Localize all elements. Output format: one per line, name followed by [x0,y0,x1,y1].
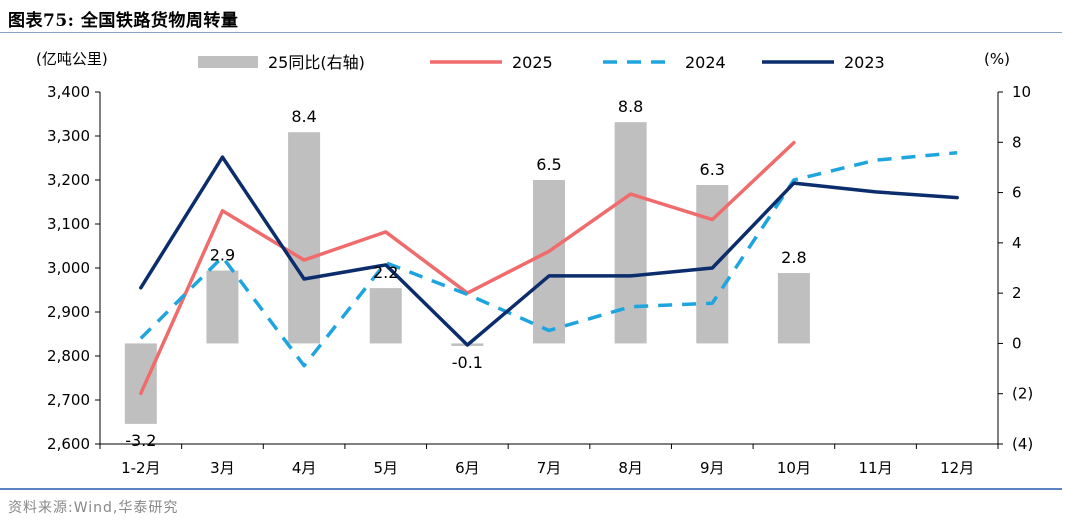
bar-value-label: 8.8 [618,97,643,116]
left-axis-unit: (亿吨公里) [36,50,108,68]
yoy-bar [369,288,402,344]
right-tick-label: 10 [1012,83,1031,101]
x-tick-label: 4月 [292,459,317,477]
legend-swatch-bar [198,56,258,68]
legend-label-2023: 2023 [844,53,885,72]
yoy-bar [533,180,565,344]
left-tick-label: 3,100 [47,215,90,233]
yoy-bar [288,132,321,344]
series-line-2023 [139,155,959,347]
right-tick-label: 4 [1012,234,1022,252]
legend-label-bar: 25同比(右轴) [268,53,365,72]
x-tick-label: 9月 [700,459,725,477]
bar-value-label: 2.8 [781,248,806,267]
x-tick-label: 3月 [210,459,235,477]
chart-title: 图表75: 全国铁路货物周转量 [8,11,239,31]
left-tick-label: 3,000 [47,259,90,277]
series-line-2024 [139,150,958,368]
x-tick-label: 11月 [858,459,892,477]
left-tick-label: 2,600 [47,435,90,453]
legend-label-2024: 2024 [685,53,726,72]
x-tick-label: 7月 [537,459,562,477]
footer-divider [0,488,1062,490]
legend-label-2025: 2025 [512,53,553,72]
left-tick-label: 2,900 [47,303,90,321]
bar-value-label: 6.5 [536,155,561,174]
yoy-bar [777,273,810,344]
left-tick-label: 2,800 [47,347,90,365]
right-tick-label: 0 [1012,334,1022,352]
bar-value-label: 6.3 [700,160,725,179]
x-tick-label: 1-2月 [121,459,161,477]
header-divider [0,32,1062,33]
x-tick-label: 6月 [455,459,480,477]
right-axis-unit: (%) [984,50,1010,68]
right-tick-label: 2 [1012,284,1022,302]
yoy-bar [124,343,157,424]
bar-value-label: 2.9 [210,246,235,265]
bar-value-label: -0.1 [452,353,483,372]
bar-value-label: 2.2 [373,263,398,282]
left-tick-label: 3,200 [47,171,90,189]
right-tick-label: (2) [1012,385,1033,403]
right-tick-label: 8 [1012,133,1022,151]
source-note: 资料来源:Wind,华泰研究 [8,500,179,516]
left-tick-label: 2,700 [47,391,90,409]
right-tick-label: 6 [1012,184,1022,202]
x-tick-label: 10月 [777,459,811,477]
bar-value-label: -3.2 [125,431,156,450]
bar-value-label: 8.4 [291,107,316,126]
x-tick-label: 8月 [618,459,643,477]
left-tick-label: 3,300 [47,127,90,145]
x-tick-label: 5月 [373,459,398,477]
x-tick-label: 12月 [940,459,974,477]
right-tick-label: (4) [1012,435,1033,453]
yoy-bar [206,270,239,344]
left-tick-label: 3,400 [47,83,90,101]
